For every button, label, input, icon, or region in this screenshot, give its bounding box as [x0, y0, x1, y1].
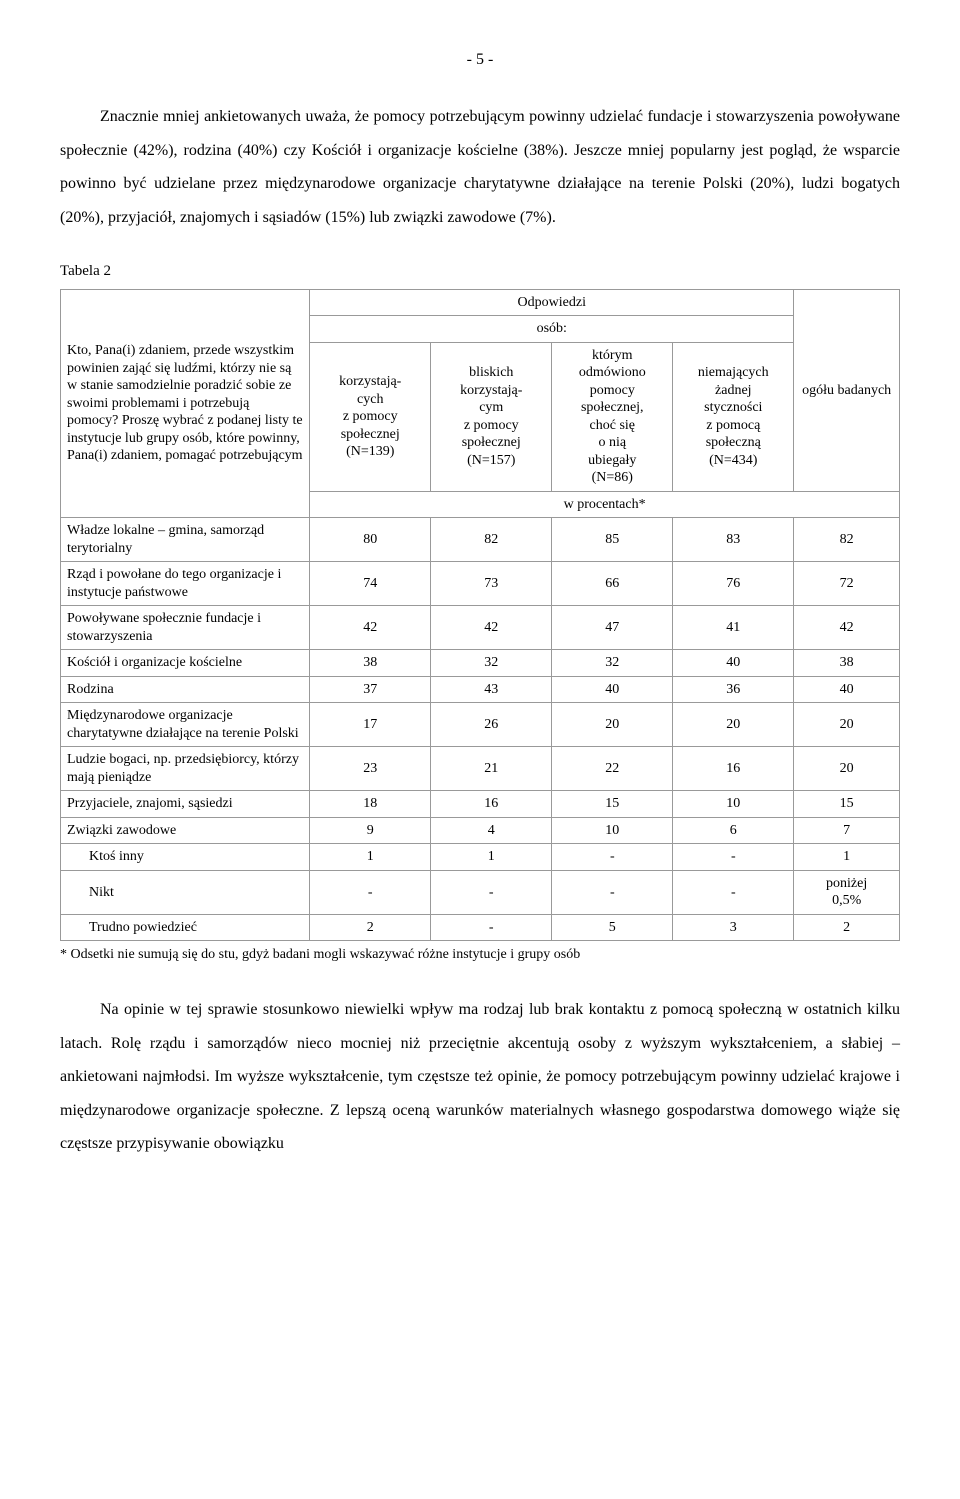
- row-value: 21: [431, 747, 552, 791]
- row-label: Kościół i organizacje kościelne: [61, 650, 310, 677]
- row-label: Nikt: [61, 870, 310, 914]
- table-col-0: korzystają- cych z pomocy społecznej (N=…: [310, 342, 431, 491]
- row-value: 7: [794, 817, 900, 844]
- table-row: Powoływane społecznie fundacje i stowarz…: [61, 606, 900, 650]
- row-label: Przyjaciele, znajomi, sąsiedzi: [61, 791, 310, 818]
- row-value: 82: [794, 518, 900, 562]
- row-value: 83: [673, 518, 794, 562]
- row-value: poniżej 0,5%: [794, 870, 900, 914]
- table-head-odpowiedzi: Odpowiedzi: [310, 289, 794, 316]
- table-row: Nikt----poniżej 0,5%: [61, 870, 900, 914]
- row-value: 38: [794, 650, 900, 677]
- row-value: 20: [673, 703, 794, 747]
- row-label: Międzynarodowe organizacje charytatywne …: [61, 703, 310, 747]
- row-value: -: [673, 844, 794, 871]
- table-row: Trudno powiedzieć2-532: [61, 914, 900, 941]
- row-label: Powoływane społecznie fundacje i stowarz…: [61, 606, 310, 650]
- row-value: 18: [310, 791, 431, 818]
- row-value: 1: [431, 844, 552, 871]
- row-value: 41: [673, 606, 794, 650]
- row-value: 36: [673, 676, 794, 703]
- row-value: 42: [431, 606, 552, 650]
- row-value: 2: [794, 914, 900, 941]
- row-value: 32: [431, 650, 552, 677]
- table-2: Kto, Pana(i) zdaniem, przede wszystkim p…: [60, 289, 900, 942]
- row-value: 73: [431, 562, 552, 606]
- row-value: 15: [552, 791, 673, 818]
- row-value: 5: [552, 914, 673, 941]
- row-value: 15: [794, 791, 900, 818]
- row-value: 40: [552, 676, 673, 703]
- row-label: Rodzina: [61, 676, 310, 703]
- row-value: 20: [794, 703, 900, 747]
- paragraph-1: Znacznie mniej ankietowanych uważa, że p…: [60, 100, 900, 234]
- table-col-2: którym odmówiono pomocy społecznej, choć…: [552, 342, 673, 491]
- table-row: Rodzina3743403640: [61, 676, 900, 703]
- row-value: -: [431, 870, 552, 914]
- row-value: 3: [673, 914, 794, 941]
- table-question: Kto, Pana(i) zdaniem, przede wszystkim p…: [61, 289, 310, 518]
- table-row: Związki zawodowe941067: [61, 817, 900, 844]
- row-value: 76: [673, 562, 794, 606]
- table-row: Ludzie bogaci, np. przedsiębiorcy, którz…: [61, 747, 900, 791]
- row-value: 4: [431, 817, 552, 844]
- row-value: 82: [431, 518, 552, 562]
- row-value: 74: [310, 562, 431, 606]
- row-value: 32: [552, 650, 673, 677]
- table-footnote: * Odsetki nie sumują się do stu, gdyż ba…: [60, 945, 900, 965]
- row-value: 43: [431, 676, 552, 703]
- table-head-procent: w procentach*: [310, 491, 900, 518]
- row-value: 1: [794, 844, 900, 871]
- table-col-3: niemających żadnej styczności z pomocą s…: [673, 342, 794, 491]
- row-value: 16: [431, 791, 552, 818]
- row-value: 47: [552, 606, 673, 650]
- table-head-ogolu: ogółu badanych: [794, 289, 900, 491]
- row-value: 40: [794, 676, 900, 703]
- row-value: -: [310, 870, 431, 914]
- row-value: 42: [794, 606, 900, 650]
- row-value: 85: [552, 518, 673, 562]
- row-value: -: [673, 870, 794, 914]
- row-value: 80: [310, 518, 431, 562]
- row-label: Związki zawodowe: [61, 817, 310, 844]
- row-value: 72: [794, 562, 900, 606]
- row-value: -: [552, 870, 673, 914]
- row-value: 9: [310, 817, 431, 844]
- table-row: Rząd i powołane do tego organizacje i in…: [61, 562, 900, 606]
- row-value: 1: [310, 844, 431, 871]
- row-value: -: [552, 844, 673, 871]
- row-label: Ludzie bogaci, np. przedsiębiorcy, którz…: [61, 747, 310, 791]
- row-value: 37: [310, 676, 431, 703]
- row-value: 22: [552, 747, 673, 791]
- table-row: Przyjaciele, znajomi, sąsiedzi1816151015: [61, 791, 900, 818]
- row-value: -: [431, 914, 552, 941]
- row-label: Ktoś inny: [61, 844, 310, 871]
- row-value: 20: [794, 747, 900, 791]
- table-head-osob: osób:: [310, 316, 794, 343]
- page-number: - 5 -: [60, 48, 900, 72]
- row-value: 20: [552, 703, 673, 747]
- table-row: Ktoś inny11--1: [61, 844, 900, 871]
- row-value: 2: [310, 914, 431, 941]
- row-label: Trudno powiedzieć: [61, 914, 310, 941]
- row-value: 66: [552, 562, 673, 606]
- table-row: Władze lokalne – gmina, samorząd terytor…: [61, 518, 900, 562]
- row-value: 10: [552, 817, 673, 844]
- row-value: 38: [310, 650, 431, 677]
- table-row: Międzynarodowe organizacje charytatywne …: [61, 703, 900, 747]
- row-value: 6: [673, 817, 794, 844]
- row-label: Rząd i powołane do tego organizacje i in…: [61, 562, 310, 606]
- row-value: 17: [310, 703, 431, 747]
- table-label: Tabela 2: [60, 260, 900, 283]
- row-value: 42: [310, 606, 431, 650]
- row-value: 23: [310, 747, 431, 791]
- row-value: 16: [673, 747, 794, 791]
- table-col-1: bliskich korzystają- cym z pomocy społec…: [431, 342, 552, 491]
- row-value: 10: [673, 791, 794, 818]
- row-value: 40: [673, 650, 794, 677]
- table-row: Kościół i organizacje kościelne383232403…: [61, 650, 900, 677]
- row-label: Władze lokalne – gmina, samorząd terytor…: [61, 518, 310, 562]
- paragraph-2: Na opinie w tej sprawie stosunkowo niewi…: [60, 993, 900, 1161]
- row-value: 26: [431, 703, 552, 747]
